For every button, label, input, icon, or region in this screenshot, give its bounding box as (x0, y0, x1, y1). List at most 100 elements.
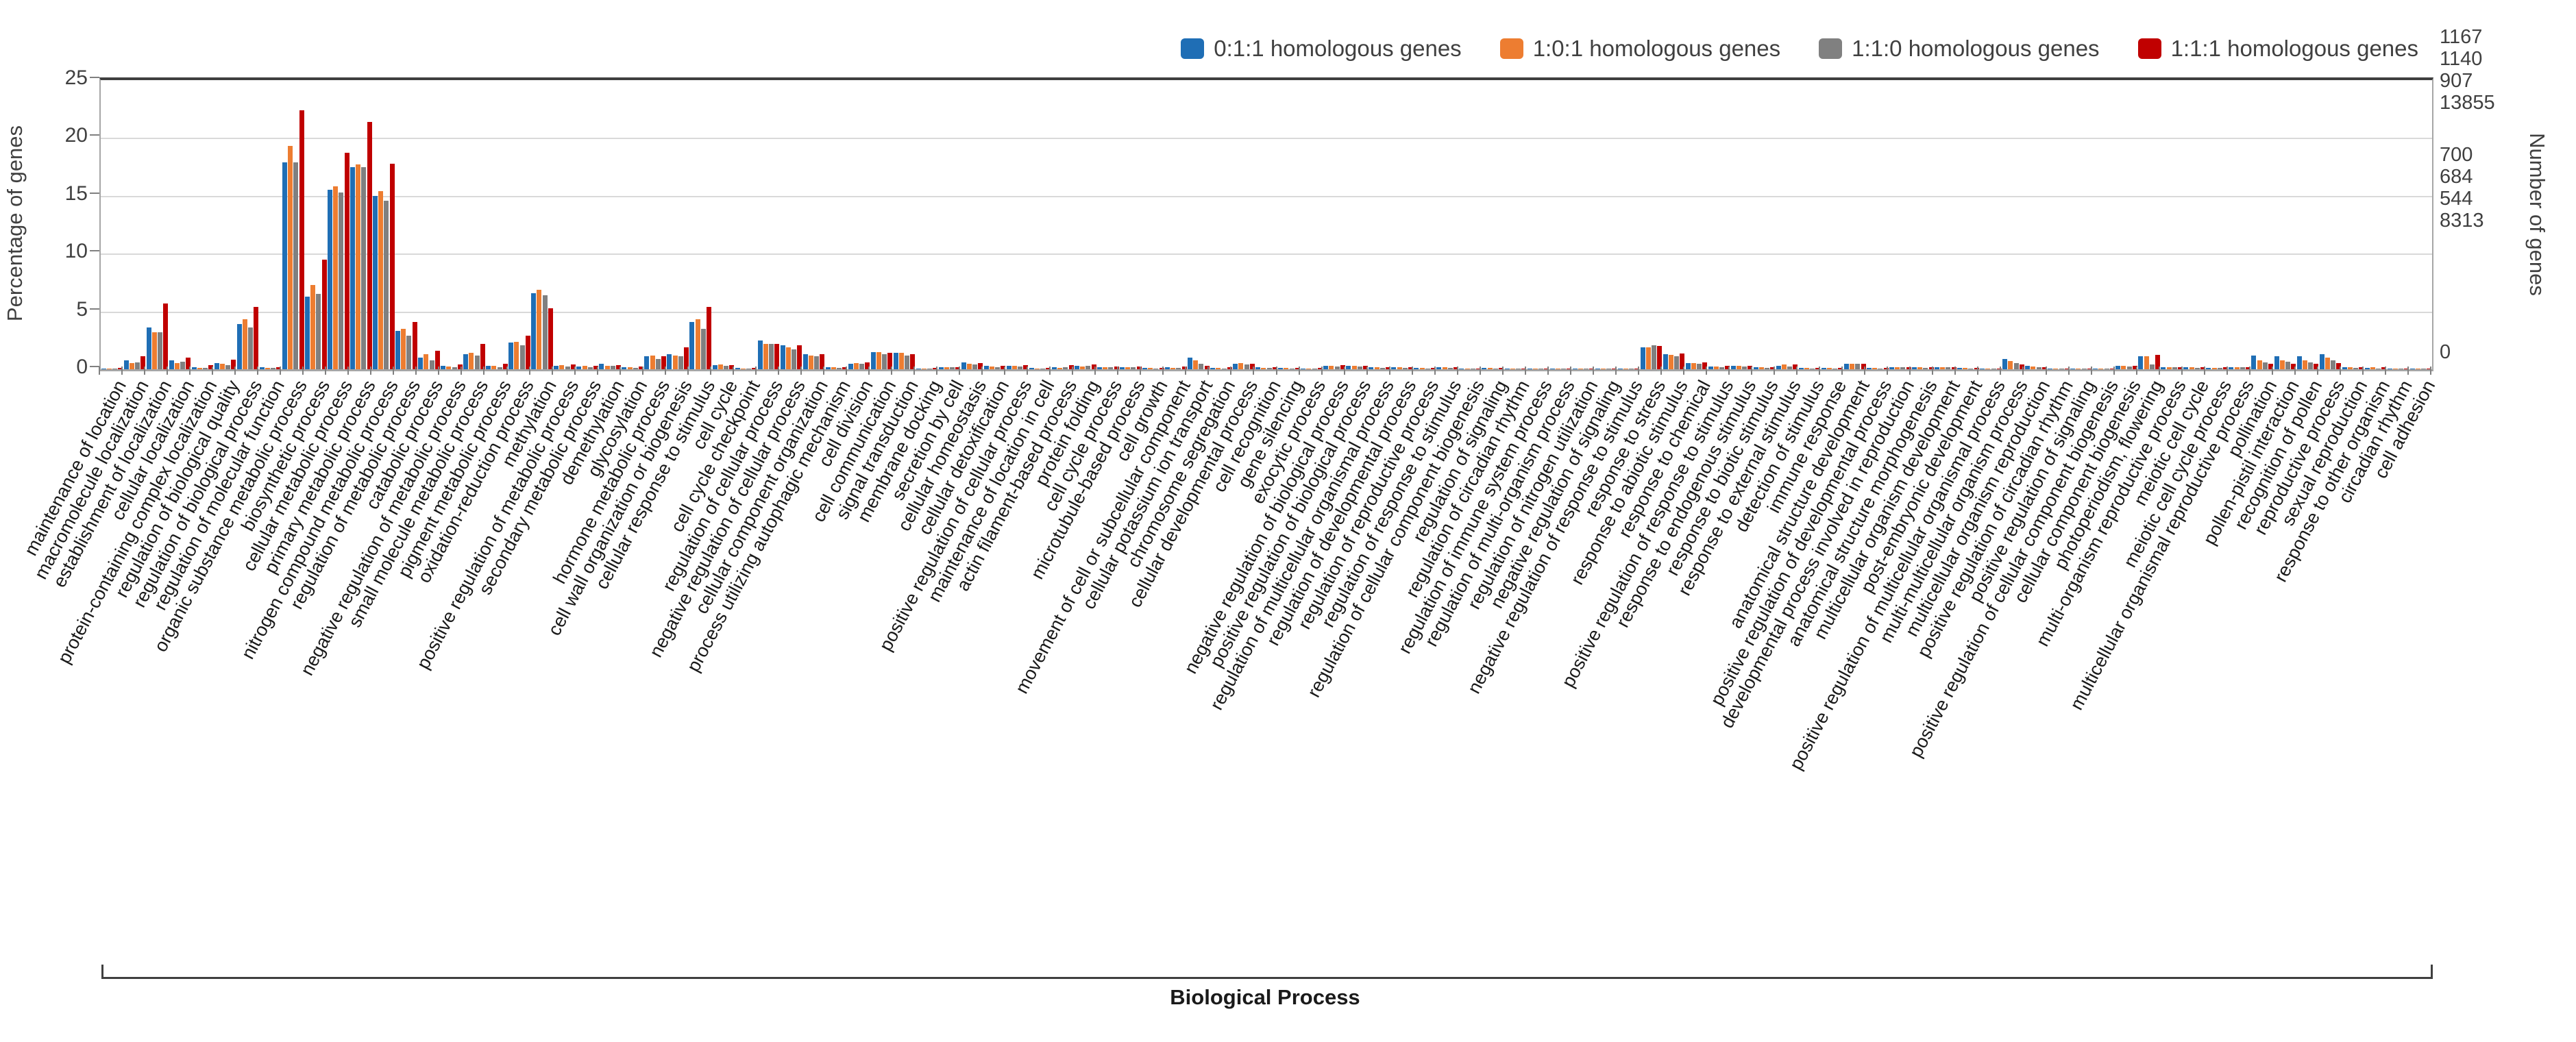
bar-group (2229, 367, 2251, 369)
x-tick-mark (2113, 367, 2115, 375)
bar (463, 354, 469, 369)
bar-group (1255, 367, 1277, 369)
bar (1759, 367, 1765, 369)
x-tick-mark (1569, 367, 1571, 375)
bar-group (259, 367, 282, 369)
bar (610, 365, 615, 369)
bar (2268, 364, 2274, 369)
bar-group (1436, 367, 1459, 369)
bar-group (2024, 365, 2047, 369)
bar (135, 362, 140, 369)
x-tick-mark (2226, 367, 2228, 375)
bar-group (123, 356, 146, 369)
right-axis-value: 8313 (2440, 210, 2484, 232)
bar (1957, 368, 1963, 369)
x-tick-mark (1185, 367, 1187, 375)
bar (768, 343, 774, 369)
x-tick-mark (438, 367, 440, 375)
bar (2036, 367, 2041, 369)
bar (1821, 368, 1826, 369)
bar (995, 367, 1001, 369)
bar (2149, 364, 2155, 369)
bar (537, 289, 542, 369)
bar (508, 343, 514, 369)
bar (339, 192, 344, 369)
bar (429, 360, 434, 369)
bar (474, 355, 480, 369)
bar (898, 353, 904, 369)
x-tick-mark (1049, 367, 1051, 375)
bar (593, 365, 598, 369)
bar-group (622, 366, 644, 369)
bar-group (1482, 368, 1504, 369)
bar (717, 364, 723, 369)
bar (1866, 368, 1872, 369)
bar (373, 195, 378, 369)
bar (1340, 365, 1345, 369)
bar (1148, 368, 1153, 369)
bar (2183, 367, 2189, 369)
bar (1165, 367, 1170, 369)
bar (186, 358, 191, 369)
x-tick-mark (1524, 367, 1526, 375)
bar (661, 356, 666, 369)
y-tick-label: 0 (76, 356, 88, 378)
bar (808, 355, 813, 369)
bar (208, 365, 214, 369)
x-tick-mark (302, 367, 304, 375)
bar-group (848, 362, 870, 369)
x-tick-mark (574, 367, 576, 375)
bar (1238, 362, 1244, 369)
bar-group (1821, 367, 1843, 369)
y-tick-mark (90, 366, 99, 367)
left-axis-title: Percentage of genes (3, 125, 27, 322)
bar (288, 146, 293, 369)
bar (548, 308, 553, 369)
bar (853, 362, 859, 369)
bar (983, 365, 989, 369)
bar (271, 368, 276, 369)
bar (389, 163, 395, 369)
bar (2324, 358, 2330, 369)
bar (1782, 364, 1787, 369)
x-tick-mark (687, 367, 689, 375)
x-tick-mark (2271, 367, 2273, 375)
bar (1652, 345, 1657, 369)
x-tick-mark (868, 367, 870, 375)
bar (684, 347, 689, 369)
bar (1827, 368, 1832, 369)
bar (525, 336, 530, 369)
bar-group (1187, 358, 1210, 369)
legend-label: 1:0:1 homologous genes (1532, 36, 1781, 61)
x-tick-mark (800, 367, 802, 375)
x-tick-mark (1751, 367, 1753, 375)
bar-group (327, 153, 349, 369)
bar (565, 366, 570, 369)
x-tick-mark (2407, 367, 2409, 375)
bar (1895, 367, 1900, 369)
bar (587, 367, 593, 369)
x-tick-mark (1321, 367, 1323, 375)
plot-area (99, 77, 2433, 371)
bar (1855, 364, 1861, 369)
bar (1080, 366, 1085, 369)
bar (757, 340, 763, 369)
x-tick-mark (732, 367, 734, 375)
y-tick-mark (90, 308, 99, 310)
bar (203, 368, 208, 369)
x-tick-mark (2068, 367, 2070, 375)
bar (1499, 368, 1504, 369)
bar (2285, 362, 2290, 369)
bar (1351, 365, 1357, 369)
x-tick-mark (2022, 367, 2024, 375)
bar (1063, 367, 1068, 369)
bar (1402, 367, 1408, 369)
bar (2381, 367, 2387, 369)
right-axis-value: 700 (2440, 144, 2473, 166)
bar (825, 367, 831, 369)
bar-group (2115, 365, 2138, 369)
bar (1793, 364, 1798, 369)
bar (1776, 365, 1781, 369)
bar (236, 324, 242, 369)
